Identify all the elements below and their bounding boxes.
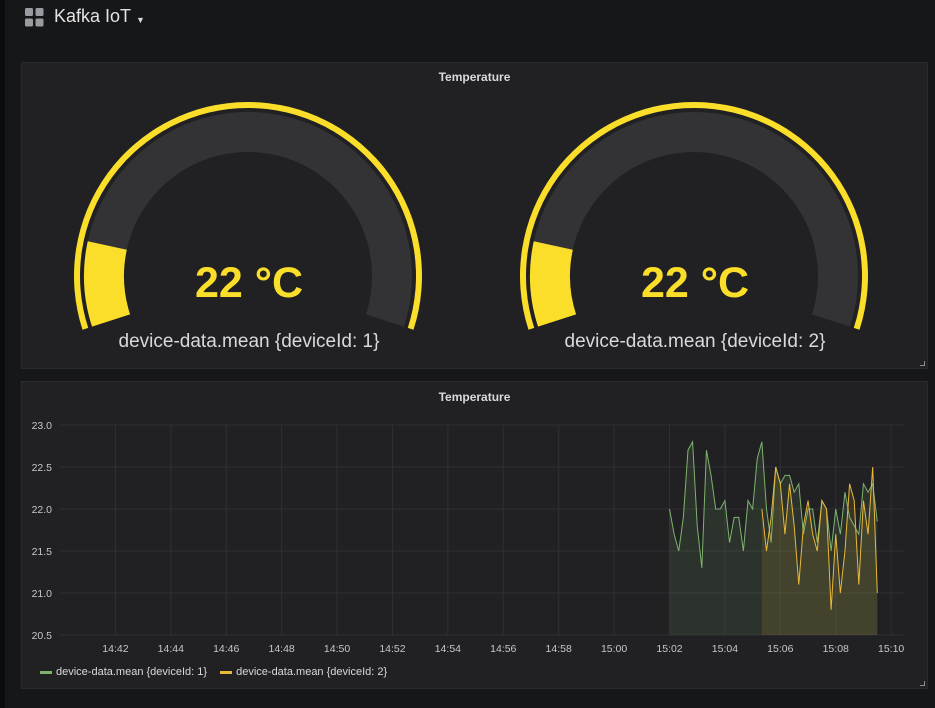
- grid-icon[interactable]: [25, 8, 44, 27]
- dashboard-title[interactable]: Kafka IoT: [54, 6, 132, 26]
- series-line: [761, 466, 878, 610]
- gauge-label: device-data.mean {deviceId: 2}: [564, 331, 826, 352]
- y-tick-label: 21.5: [32, 546, 53, 558]
- series-area: [761, 467, 878, 635]
- caret-down-icon[interactable]: ▼: [136, 15, 145, 25]
- panel-title[interactable]: Temperature: [438, 390, 511, 404]
- series-area: [669, 441, 878, 635]
- gauge-fill: [83, 241, 131, 327]
- gauge-value: 22 °C: [194, 259, 304, 307]
- resize-handle[interactable]: [920, 681, 925, 686]
- legend-item[interactable]: device-data.mean {deviceId: 1}: [40, 666, 210, 678]
- legend-label: device-data.mean {deviceId: 2}: [236, 666, 388, 678]
- resize-handle[interactable]: [920, 361, 925, 366]
- y-tick-label: 20.5: [32, 630, 53, 642]
- series-line: [669, 440, 878, 568]
- legend-swatch: [220, 670, 233, 674]
- left-edge: [0, 0, 5, 708]
- graph-legend: device-data.mean {deviceId: 1} device-da…: [40, 666, 387, 678]
- temperature-graph[interactable]: 20.5 21.0 21.5 22.0 22.5 23.0 14:42 14:44 14:46 1…: [22, 382, 929, 690]
- legend-swatch: [40, 670, 52, 674]
- x-tick-label: 15:08: [823, 643, 849, 655]
- gauge-track: [530, 111, 858, 327]
- gauge-value: 22 °C: [640, 259, 750, 307]
- x-tick-label: 14:46: [213, 643, 239, 655]
- x-tick-label: 14:42: [102, 643, 128, 655]
- x-tick-label: 15:10: [878, 643, 904, 655]
- graph-panel: Temperature 20.5 21.0 21.5 22.0 22.5 23.0 14:4…: [21, 381, 928, 689]
- x-tick-label: 15:00: [601, 643, 627, 655]
- gauge-dial: [520, 101, 868, 330]
- legend-label: device-data.mean {deviceId: 1}: [56, 666, 208, 678]
- y-tick-label: 22.0: [32, 504, 53, 516]
- x-tick-label: 14:48: [268, 643, 294, 655]
- gauge-dial: [73, 101, 422, 330]
- x-tick-label: 14:44: [158, 643, 184, 655]
- x-tick-label: 15:04: [712, 643, 738, 655]
- x-tick-label: 15:06: [767, 643, 793, 655]
- top-navbar: Kafka IoT ▼: [5, 0, 935, 48]
- x-tick-label: 14:58: [546, 643, 572, 655]
- y-tick-label: 21.0: [32, 588, 53, 600]
- x-tick-label: 14:50: [324, 643, 350, 655]
- y-tick-label: 23.0: [32, 420, 53, 432]
- gauge-1: 22 °C device-data.mean {deviceId: 1}: [73, 101, 424, 371]
- legend-item[interactable]: device-data.mean {deviceId: 2}: [220, 666, 387, 678]
- panel-title[interactable]: Temperature: [438, 70, 511, 84]
- x-tick-label: 15:02: [656, 643, 682, 655]
- x-tick-label: 14:54: [435, 643, 461, 655]
- gauge-fill: [530, 241, 577, 327]
- gauge-2: 22 °C device-data.mean {deviceId: 2}: [520, 101, 870, 371]
- gauge-label: device-data.mean {deviceId: 1}: [118, 331, 380, 352]
- y-tick-label: 22.5: [32, 462, 53, 474]
- x-tick-label: 14:52: [379, 643, 405, 655]
- x-tick-label: 14:56: [490, 643, 516, 655]
- gauge-panel: Temperature 22 °C device-data.mean {devi…: [21, 62, 928, 369]
- gauge-track: [83, 111, 413, 327]
